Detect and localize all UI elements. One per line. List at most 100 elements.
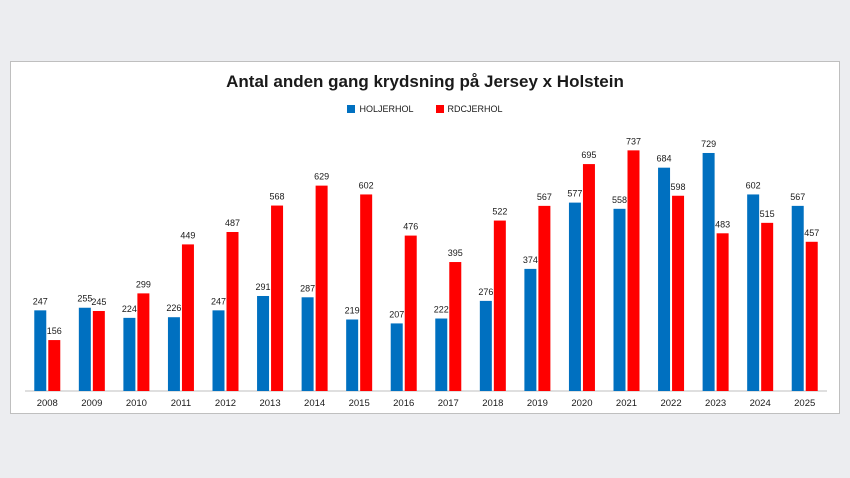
data-label-rdcjerhol-2016: 476	[403, 222, 418, 232]
bar-holjerhol-2022	[658, 167, 671, 391]
bar-rdcjerhol-2015	[360, 194, 373, 391]
data-label-rdcjerhol-2020: 695	[581, 150, 596, 160]
data-label-holjerhol-2017: 222	[434, 305, 449, 315]
bar-rdcjerhol-2008	[48, 340, 61, 391]
bar-holjerhol-2017	[435, 318, 448, 391]
x-tick-label-2010: 2010	[126, 398, 147, 409]
data-label-holjerhol-2025: 567	[790, 192, 805, 202]
chart-panel: Antal anden gang krydsning på Jersey x H…	[10, 61, 840, 414]
bar-holjerhol-2014	[301, 297, 314, 391]
x-tick-label-2012: 2012	[215, 398, 236, 409]
chart-title: Antal anden gang krydsning på Jersey x H…	[226, 72, 624, 91]
data-label-holjerhol-2021: 558	[612, 195, 627, 205]
data-label-holjerhol-2012: 247	[211, 296, 226, 306]
data-label-rdcjerhol-2011: 449	[180, 230, 195, 240]
legend-label-holjerhol: HOLJERHOL	[359, 104, 414, 114]
x-tick-label-2008: 2008	[37, 398, 58, 409]
bar-rdcjerhol-2009	[92, 311, 105, 391]
data-label-holjerhol-2010: 224	[122, 304, 137, 314]
x-tick-label-2024: 2024	[750, 398, 771, 409]
x-tick-label-2013: 2013	[259, 398, 280, 409]
data-label-holjerhol-2024: 602	[746, 180, 761, 190]
legend-swatch-rdcjerhol	[435, 105, 444, 113]
data-label-holjerhol-2011: 226	[166, 303, 181, 313]
data-label-rdcjerhol-2012: 487	[225, 218, 240, 228]
bar-holjerhol-2025	[791, 205, 804, 391]
bar-rdcjerhol-2021	[627, 150, 640, 391]
legend-swatch-holjerhol	[347, 105, 356, 113]
data-label-holjerhol-2009: 255	[77, 294, 92, 304]
bar-rdcjerhol-2011	[181, 244, 194, 391]
data-label-rdcjerhol-2013: 568	[270, 192, 285, 202]
data-label-holjerhol-2013: 291	[256, 282, 271, 292]
x-tick-label-2011: 2011	[171, 398, 191, 409]
bar-holjerhol-2023	[702, 152, 715, 391]
bar-rdcjerhol-2010	[137, 293, 150, 391]
bar-rdcjerhol-2025	[805, 241, 818, 391]
data-label-holjerhol-2019: 374	[523, 255, 538, 265]
legend: HOLJERHOL RDCJERHOL	[11, 104, 839, 114]
data-label-rdcjerhol-2019: 567	[537, 192, 552, 202]
x-tick-label-2019: 2019	[527, 398, 548, 409]
x-tick-label-2023: 2023	[705, 398, 726, 409]
data-label-rdcjerhol-2023: 483	[715, 219, 730, 229]
data-label-holjerhol-2023: 729	[701, 139, 716, 149]
bar-rdcjerhol-2013	[271, 205, 284, 391]
bar-holjerhol-2010	[123, 317, 136, 391]
x-tick-label-2018: 2018	[482, 398, 503, 409]
data-label-holjerhol-2015: 219	[345, 305, 360, 315]
data-label-rdcjerhol-2025: 457	[804, 228, 819, 238]
data-label-rdcjerhol-2022: 598	[671, 182, 686, 192]
bar-holjerhol-2024	[747, 194, 760, 391]
bar-holjerhol-2008	[34, 310, 47, 391]
bar-holjerhol-2012	[212, 310, 225, 391]
x-tick-label-2017: 2017	[438, 398, 459, 409]
bar-rdcjerhol-2014	[315, 185, 328, 391]
data-label-holjerhol-2020: 577	[567, 189, 582, 199]
bar-holjerhol-2019	[524, 268, 537, 391]
bar-rdcjerhol-2012	[226, 231, 239, 391]
bar-rdcjerhol-2016	[404, 235, 417, 391]
x-tick-label-2014: 2014	[304, 398, 325, 409]
x-tick-label-2022: 2022	[660, 398, 681, 409]
x-tick-label-2009: 2009	[81, 398, 102, 409]
data-label-rdcjerhol-2024: 515	[760, 209, 775, 219]
data-label-holjerhol-2016: 207	[389, 309, 404, 319]
legend-item-holjerhol: HOLJERHOL	[347, 104, 414, 114]
legend-label-rdcjerhol: RDCJERHOL	[447, 104, 503, 114]
x-tick-label-2021: 2021	[616, 398, 637, 409]
bar-rdcjerhol-2017	[449, 262, 462, 391]
data-label-rdcjerhol-2014: 629	[314, 172, 329, 182]
bar-holjerhol-2015	[346, 319, 359, 391]
bar-rdcjerhol-2022	[672, 195, 685, 391]
bar-holjerhol-2016	[390, 323, 403, 391]
data-label-holjerhol-2022: 684	[657, 154, 672, 164]
data-label-rdcjerhol-2021: 737	[626, 136, 641, 146]
bar-holjerhol-2021	[613, 208, 626, 391]
data-label-holjerhol-2008: 247	[33, 296, 48, 306]
x-tick-label-2016: 2016	[393, 398, 414, 409]
x-tick-label-2025: 2025	[794, 398, 815, 409]
bar-holjerhol-2013	[257, 295, 270, 391]
bar-holjerhol-2009	[78, 307, 91, 391]
data-label-holjerhol-2018: 276	[478, 287, 493, 297]
bar-rdcjerhol-2019	[538, 205, 551, 391]
bar-rdcjerhol-2023	[716, 233, 729, 391]
bar-holjerhol-2018	[479, 300, 492, 391]
data-label-rdcjerhol-2015: 602	[359, 180, 374, 190]
x-tick-label-2015: 2015	[349, 398, 370, 409]
data-label-rdcjerhol-2018: 522	[492, 207, 507, 217]
data-label-rdcjerhol-2017: 395	[448, 248, 463, 258]
bar-rdcjerhol-2018	[493, 220, 506, 391]
bar-rdcjerhol-2024	[761, 222, 774, 391]
x-tick-label-2020: 2020	[571, 398, 592, 409]
bar-rdcjerhol-2020	[582, 164, 595, 391]
data-label-rdcjerhol-2010: 299	[136, 279, 151, 289]
data-label-holjerhol-2014: 287	[300, 283, 315, 293]
bar-holjerhol-2020	[568, 202, 581, 391]
data-label-rdcjerhol-2009: 245	[91, 297, 106, 307]
data-label-rdcjerhol-2008: 156	[47, 326, 62, 336]
bar-holjerhol-2011	[167, 317, 180, 391]
legend-item-rdcjerhol: RDCJERHOL	[435, 104, 503, 114]
